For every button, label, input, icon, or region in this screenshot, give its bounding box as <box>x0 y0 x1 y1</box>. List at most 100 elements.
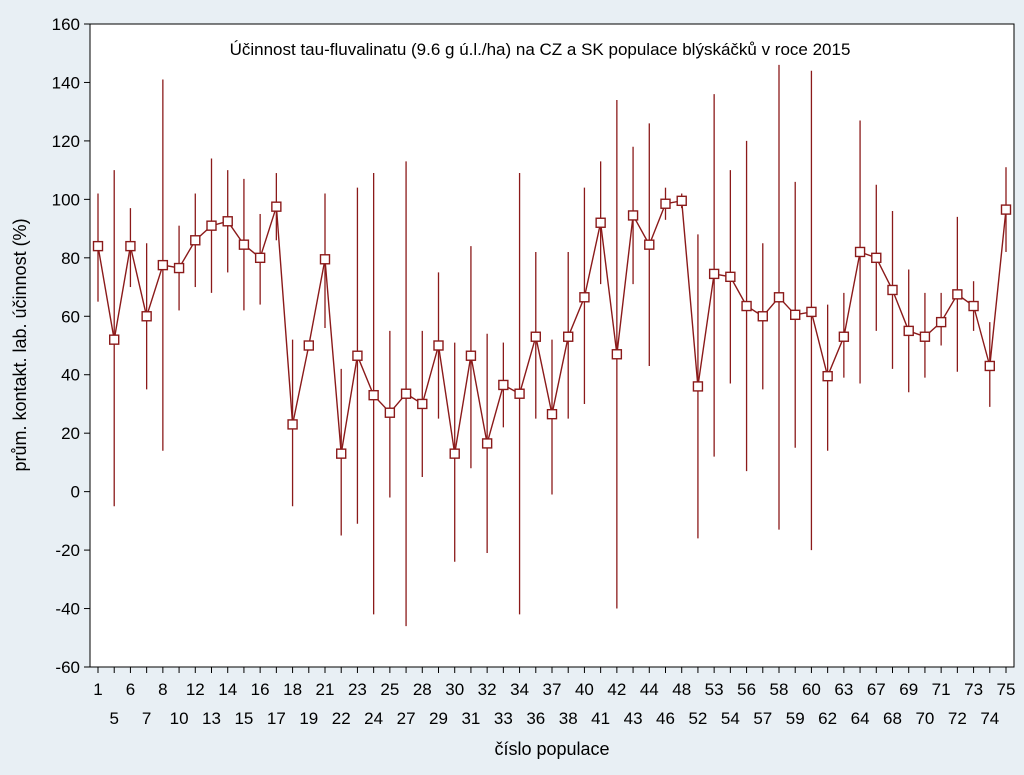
x-tick-label: 73 <box>964 680 983 699</box>
data-point <box>725 271 736 283</box>
data-point <box>627 210 639 221</box>
x-axis-label: číslo populace <box>494 739 609 759</box>
x-tick-label: 53 <box>705 680 724 699</box>
data-point <box>935 316 947 328</box>
data-point <box>238 239 250 250</box>
data-point <box>595 217 606 228</box>
data-point <box>887 284 898 296</box>
data-point <box>952 289 963 300</box>
data-point <box>254 252 266 264</box>
x-tick-label: 74 <box>980 709 999 728</box>
y-tick-label: 100 <box>52 190 80 209</box>
x-tick-label: 60 <box>802 680 821 699</box>
y-tick-label: 0 <box>71 483 80 502</box>
x-tick-label: 57 <box>753 709 772 728</box>
x-tick-label: 31 <box>461 709 480 728</box>
data-point <box>303 340 314 351</box>
data-point <box>644 239 655 250</box>
data-point <box>125 240 136 252</box>
data-point <box>546 408 558 420</box>
x-tick-label: 7 <box>142 709 151 728</box>
x-tick-label: 15 <box>234 709 253 728</box>
x-tick-label: 5 <box>109 709 118 728</box>
x-tick-label: 75 <box>997 680 1016 699</box>
y-tick-label: 140 <box>52 73 80 92</box>
data-point <box>498 379 509 391</box>
y-tick-label: 120 <box>52 132 80 151</box>
x-tick-label: 69 <box>899 680 918 699</box>
data-point <box>222 216 233 227</box>
x-tick-label: 19 <box>299 709 318 728</box>
data-point <box>919 331 931 342</box>
y-tick-label: -40 <box>55 600 80 619</box>
x-tick-label: 70 <box>915 709 934 728</box>
data-point <box>514 388 525 399</box>
data-point <box>417 398 428 410</box>
x-tick-label: 36 <box>526 709 545 728</box>
data-point <box>790 309 801 321</box>
data-point <box>806 306 817 318</box>
chart-title: Účinnost tau-fluvalinatu (9.6 g ú.l./ha)… <box>230 40 851 59</box>
data-point <box>773 292 785 303</box>
y-axis-label: prům. kontakt. lab. účinnost (%) <box>10 218 30 471</box>
x-tick-label: 58 <box>770 680 789 699</box>
data-point <box>708 268 720 280</box>
x-tick-label: 29 <box>429 709 448 728</box>
data-point <box>903 325 914 337</box>
data-point <box>400 388 412 399</box>
x-tick-label: 67 <box>867 680 886 699</box>
data-point <box>109 334 120 345</box>
data-point <box>741 300 752 312</box>
data-point <box>481 438 493 449</box>
data-point <box>692 381 704 392</box>
x-tick-label: 30 <box>445 680 464 699</box>
x-tick-label: 13 <box>202 709 221 728</box>
data-point <box>871 252 882 264</box>
x-tick-label: 63 <box>834 680 853 699</box>
data-point <box>190 235 201 246</box>
x-tick-label: 44 <box>640 680 659 699</box>
x-tick-label: 25 <box>380 680 399 699</box>
x-tick-label: 16 <box>251 680 270 699</box>
x-tick-label: 8 <box>158 680 167 699</box>
x-tick-label: 72 <box>948 709 967 728</box>
x-tick-label: 18 <box>283 680 302 699</box>
data-point <box>854 246 866 258</box>
y-tick-label: -60 <box>55 658 80 677</box>
data-point <box>968 300 979 312</box>
x-tick-label: 24 <box>364 709 383 728</box>
y-tick-label: 40 <box>61 366 80 385</box>
data-point <box>579 292 590 303</box>
x-tick-label: 64 <box>851 709 870 728</box>
data-point <box>433 340 444 351</box>
data-point <box>611 349 623 360</box>
x-tick-label: 33 <box>494 709 513 728</box>
y-tick-label: 20 <box>61 424 80 443</box>
data-point <box>676 195 687 207</box>
data-point <box>563 331 574 342</box>
data-point <box>173 262 185 274</box>
data-point <box>271 201 282 212</box>
x-tick-label: 23 <box>348 680 367 699</box>
x-tick-label: 48 <box>672 680 691 699</box>
data-point <box>384 407 396 418</box>
x-tick-label: 1 <box>93 680 102 699</box>
x-tick-label: 41 <box>591 709 610 728</box>
data-markers <box>92 195 1012 459</box>
x-tick-label: 12 <box>186 680 205 699</box>
x-tick-label: 14 <box>218 680 237 699</box>
x-tick-label: 40 <box>575 680 594 699</box>
data-point <box>287 419 298 430</box>
x-tick-label: 28 <box>413 680 432 699</box>
y-tick-label: 80 <box>61 249 80 268</box>
y-tick-label: 60 <box>61 307 80 326</box>
data-point <box>984 360 995 372</box>
data-point <box>822 370 833 382</box>
x-tick-label: 46 <box>656 709 675 728</box>
data-point <box>465 350 477 361</box>
data-point <box>206 220 217 231</box>
x-tick-label: 21 <box>316 680 335 699</box>
data-point <box>319 254 331 265</box>
